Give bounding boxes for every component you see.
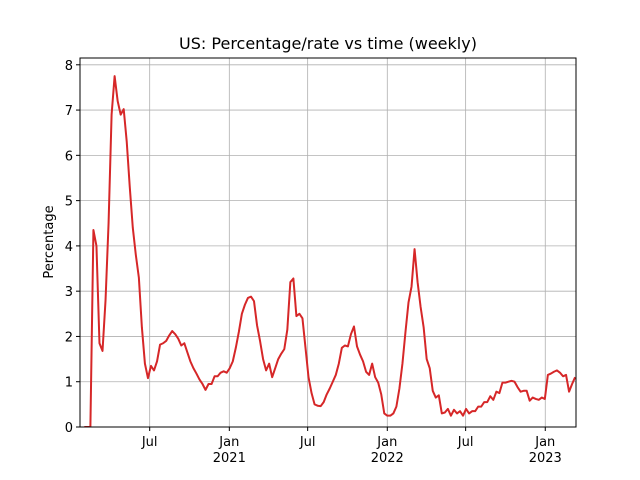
x-tick-label: Jul xyxy=(141,435,158,450)
y-tick-label: 6 xyxy=(65,149,73,164)
y-tick-label: 7 xyxy=(65,104,73,119)
y-tick-label: 4 xyxy=(65,240,73,255)
data-line xyxy=(84,75,576,427)
y-tick-label: 8 xyxy=(65,59,73,74)
y-tick-label: 1 xyxy=(65,376,73,391)
x-tick-label: Jan 2023 xyxy=(529,435,562,466)
x-tick-label: Jul xyxy=(299,435,316,450)
plot-frame xyxy=(79,57,577,428)
y-tick-label: 3 xyxy=(65,285,73,300)
y-tick-label: 0 xyxy=(65,421,73,436)
x-tick-label: Jan 2022 xyxy=(371,435,404,466)
x-tick-label: Jul xyxy=(457,435,474,450)
y-tick-label: 2 xyxy=(65,330,73,345)
chart-title: US: Percentage/rate vs time (weekly) xyxy=(179,34,477,53)
y-tick-label: 5 xyxy=(65,195,73,210)
y-axis-label: Percentage xyxy=(42,205,57,278)
x-tick-label: Jan 2021 xyxy=(213,435,246,466)
